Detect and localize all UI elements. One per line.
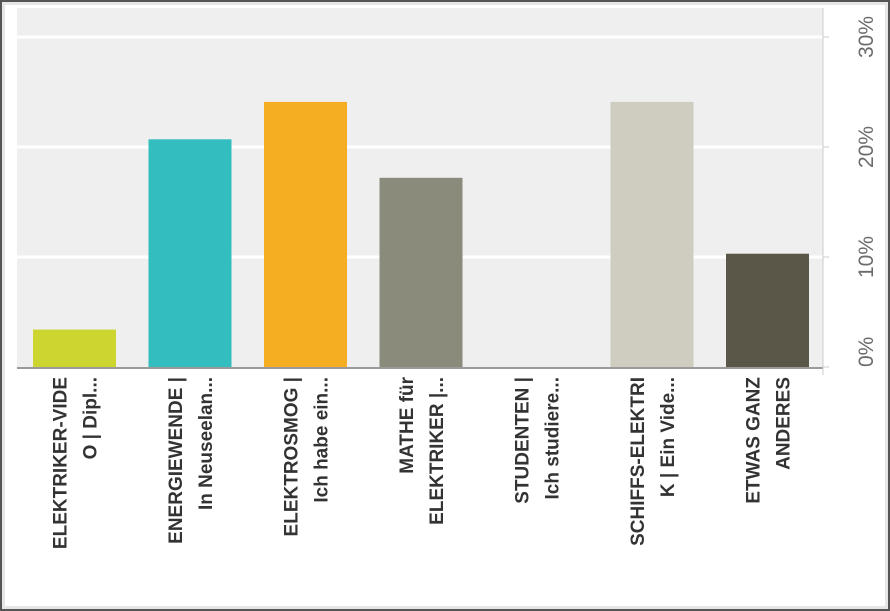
y-axis-ticks: 0% 10% 20% 30%	[823, 16, 878, 368]
y-tick-label: 0%	[855, 337, 878, 367]
bar[interactable]	[33, 329, 116, 367]
bar[interactable]	[264, 101, 347, 368]
y-tick-label: 10%	[855, 236, 878, 278]
bar[interactable]	[148, 139, 232, 367]
x-category-label: SCHIFFS-ELEKTRI K | Ein Vide...	[628, 377, 679, 546]
y-tick-label: 20%	[855, 126, 878, 168]
bar[interactable]	[610, 101, 694, 368]
x-category-label: ELEKTRIKER-VIDE O | Dipl...	[51, 377, 102, 549]
x-category-label: STUDENTEN | Ich studiere...	[513, 377, 564, 504]
bar[interactable]	[726, 253, 809, 367]
y-tick-label: 30%	[855, 16, 878, 58]
x-category-label: ENERGIEWENDE | In Neuseelan...	[166, 377, 217, 544]
x-category-label: ETWAS GANZ ANDERES	[744, 377, 795, 504]
x-category-label: ELEKTROSMOG | Ich habe ein...	[282, 377, 333, 536]
x-category-label: MATHE für ELEKTRIKER |...	[397, 376, 448, 524]
x-axis-labels: ELEKTRIKER-VIDE O | Dipl... ENERGIEWENDE |…	[51, 376, 795, 549]
bar[interactable]	[379, 177, 463, 367]
bars	[33, 101, 809, 368]
